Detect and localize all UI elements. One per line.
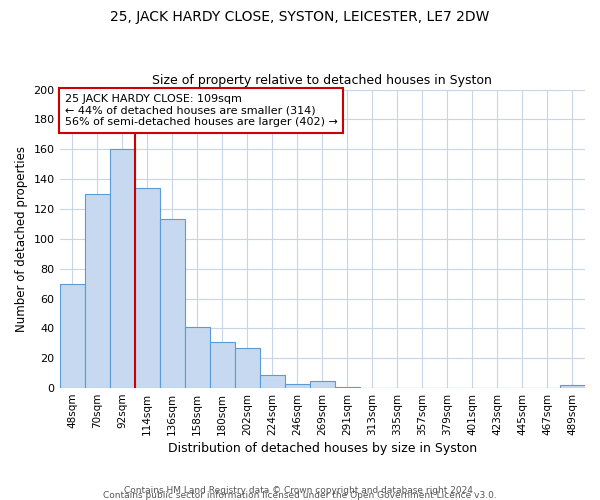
Bar [110,150,134,388]
Bar [335,386,360,388]
Bar [209,342,235,388]
Text: Contains public sector information licensed under the Open Government Licence v3: Contains public sector information licen… [103,491,497,500]
Bar [310,380,335,388]
Text: 25, JACK HARDY CLOSE, SYSTON, LEICESTER, LE7 2DW: 25, JACK HARDY CLOSE, SYSTON, LEICESTER,… [110,10,490,24]
Title: Size of property relative to detached houses in Syston: Size of property relative to detached ho… [152,74,492,87]
Y-axis label: Number of detached properties: Number of detached properties [15,146,28,332]
Bar [85,194,110,388]
Text: 25 JACK HARDY CLOSE: 109sqm
← 44% of detached houses are smaller (314)
56% of se: 25 JACK HARDY CLOSE: 109sqm ← 44% of det… [65,94,338,127]
Bar [134,188,160,388]
Bar [235,348,260,388]
Text: Contains HM Land Registry data © Crown copyright and database right 2024.: Contains HM Land Registry data © Crown c… [124,486,476,495]
Bar [560,385,585,388]
Bar [185,327,209,388]
Bar [59,284,85,388]
Bar [160,220,185,388]
Bar [260,374,285,388]
Bar [285,384,310,388]
X-axis label: Distribution of detached houses by size in Syston: Distribution of detached houses by size … [168,442,477,455]
